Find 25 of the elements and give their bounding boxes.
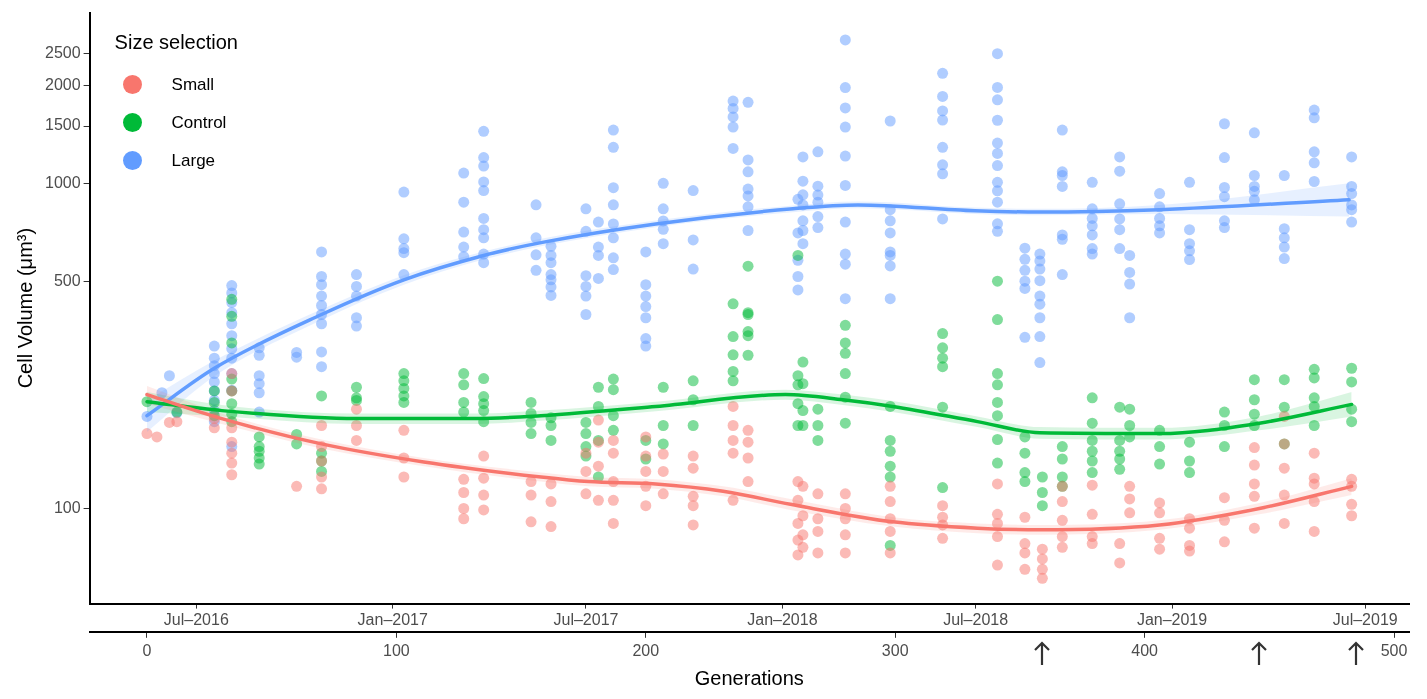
- x-tick-label: 200: [632, 641, 660, 659]
- y-axis-title: Cell Volume (μm³): [13, 227, 36, 389]
- x-tick-label: 400: [1131, 641, 1159, 659]
- x2-tick-label: Jul–2016: [163, 610, 229, 628]
- y-tick-label: 1000: [45, 173, 81, 191]
- x2-tick-label: Jul–2017: [553, 610, 619, 628]
- x2-tick-label: Jul–2019: [1332, 610, 1398, 628]
- y-tick-label: 2000: [45, 75, 81, 93]
- y-tick-label: 1500: [45, 116, 81, 134]
- y-tick-label: 100: [53, 498, 81, 516]
- x-tick-label: 300: [881, 641, 909, 659]
- legend-title: Size selection: [114, 30, 238, 54]
- y-tick-label: 500: [53, 271, 81, 289]
- legend-label: Small: [171, 74, 215, 95]
- legend-label: Large: [171, 150, 216, 171]
- y-tick-label: 2500: [45, 44, 81, 62]
- x2-tick-label: Jan–2017: [357, 610, 428, 628]
- x-tick-label: 0: [142, 641, 152, 659]
- x2-tick-label: Jul–2018: [943, 610, 1009, 628]
- x2-tick-label: Jan–2019: [1136, 610, 1208, 628]
- legend-label: Control: [171, 112, 227, 133]
- x-axis-title: Generations: [694, 666, 804, 689]
- x-tick-label: 500: [1380, 641, 1408, 659]
- x-tick-label: 100: [383, 641, 410, 659]
- x2-tick-label: Jan–2018: [747, 610, 818, 628]
